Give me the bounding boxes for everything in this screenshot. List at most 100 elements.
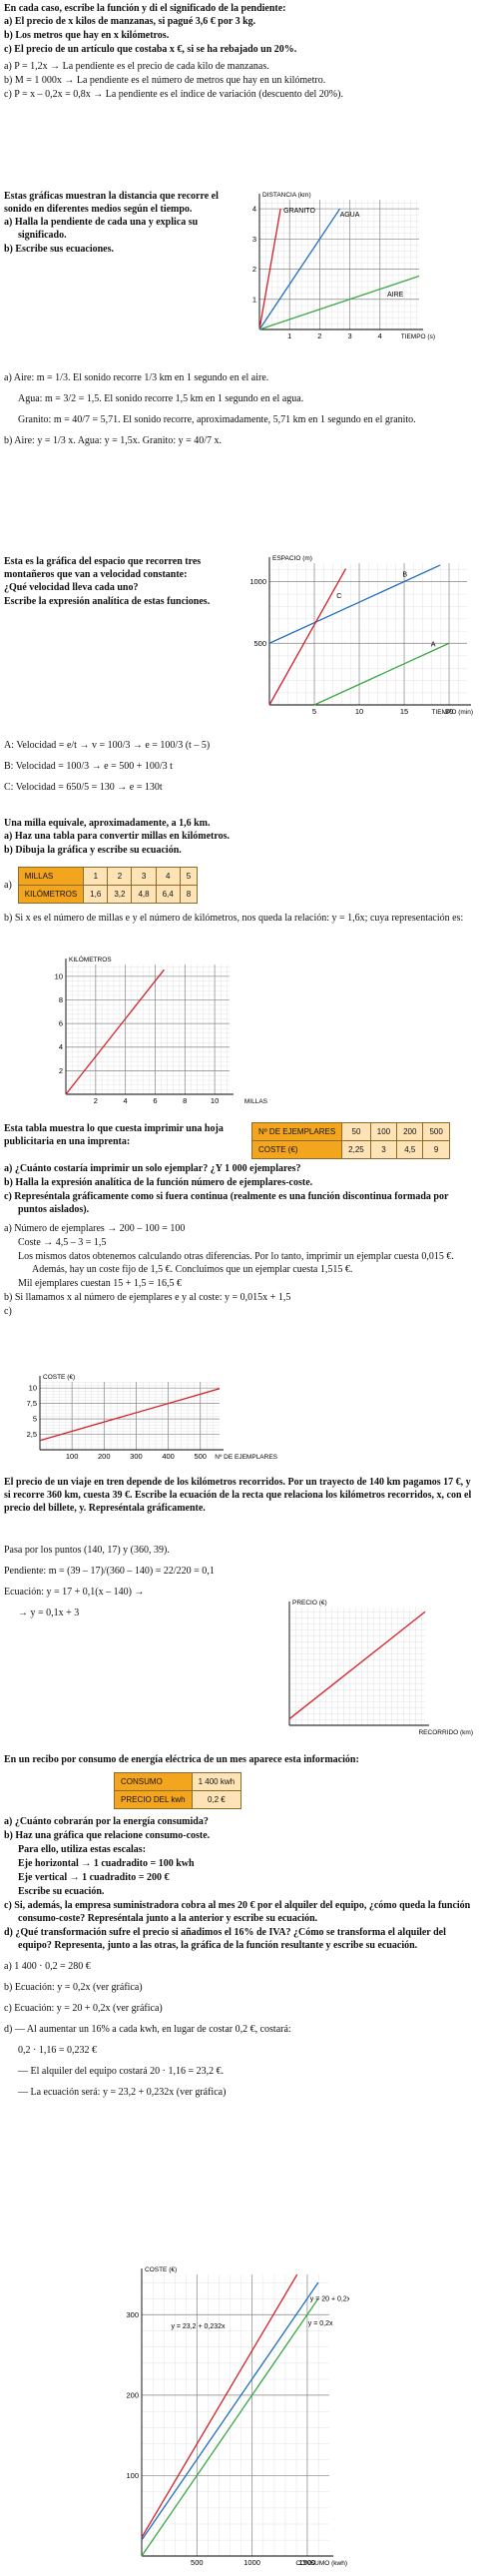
x-tick-label: 500: [191, 2558, 204, 2567]
data-line: [141, 2297, 319, 2557]
data-line: [258, 208, 281, 330]
x-tick-label: 2: [94, 1096, 98, 1105]
chart: 1 2 3 4 1 2 3 4 DISTANCIA (km) TIEMPO (s) GRANITO A…: [252, 192, 435, 340]
y-tick-label: 100: [126, 2471, 139, 2480]
data-line: [141, 2273, 298, 2538]
chart: 100 200 300 400 500 2,5 5 7,5 10 COSTE (€) Nº DE E…: [27, 1374, 278, 1461]
text-line: b) Ecuación: y = 0,2x (ver gráfica): [4, 1982, 143, 1993]
row-header: PRECIO DEL kwh: [114, 1790, 193, 1809]
x-tick-label: 8: [183, 1096, 187, 1105]
text-line: a) ¿Cuánto cobrarán por la energía consu…: [4, 1816, 209, 1827]
y-tick-label: 5: [33, 1415, 37, 1424]
plot-area: [142, 2274, 329, 2556]
row-header: CONSUMO: [114, 1772, 193, 1791]
data-line: [268, 564, 441, 644]
x-tick-label: 300: [130, 1452, 143, 1461]
y-tick-label: 200: [126, 2390, 139, 2399]
x-tick-label: 1: [287, 331, 291, 340]
plot-area: [40, 1382, 220, 1450]
table: Nº DE EJEMPLARES 50 100 200 500 COSTE (€) 2,25…: [250, 1122, 450, 1159]
y-tick-label: 8: [59, 995, 63, 1004]
plot-area: [66, 965, 230, 1094]
data-line: [288, 1610, 426, 1720]
items: ¿Qué velocidad lleva cada uno? Escribe la…: [4, 581, 235, 608]
text-line: C: Velocidad = 650/5 = 130 → e = 130t: [4, 782, 163, 793]
x-axis-label: TIEMPO (s): [401, 333, 435, 340]
text-line: b) Si llamamos x al número de ejemplares…: [4, 1292, 291, 1303]
x-tick-label: 2: [317, 331, 321, 340]
chart: PRECIO (€) RECORRIDO (km): [288, 1600, 473, 1736]
answers: a) Número de ejemplares → 200 – 100 = 10…: [4, 1222, 475, 1318]
y-tick-label: 2,5: [27, 1430, 37, 1439]
table-box: Nº DE EJEMPLARES 50 100 200 500 COSTE (€) 2,25…: [250, 1122, 450, 1159]
data-line: [268, 568, 347, 706]
table-cell: 6,4: [155, 885, 181, 904]
text-line: Los mismos datos obtenemos calculando ot…: [18, 1251, 454, 1275]
text-line: a) Aire: m = 1/3. El sonido recorre 1/3 …: [4, 372, 269, 383]
y-axis-label: DISTANCIA (km): [262, 192, 311, 199]
y-tick-label: 10: [55, 971, 63, 980]
plot-area: [259, 200, 419, 329]
y-axis-label: KILÓMETROS: [69, 955, 112, 964]
chart-box: 1 2 3 4 1 2 3 4 DISTANCIA (km) TIEMPO (s) GRANITO A…: [238, 186, 437, 349]
table-cell: 8: [179, 885, 199, 904]
table-cell: 500: [422, 1122, 450, 1141]
text-line: Eje horizontal → 1 cuadradito = 100 kwh: [18, 1858, 195, 1869]
plot-area: [289, 1608, 425, 1725]
answers: a) P = 1,2x → La pendiente es el precio …: [4, 60, 475, 101]
table-row: PRECIO DEL kwh 0,2 €: [114, 1790, 242, 1809]
y-tick-label: 3: [252, 235, 256, 244]
x-tick-label: 20: [445, 707, 453, 716]
text-line: a) Número de ejemplares → 200 – 100 = 10…: [4, 1223, 186, 1234]
answers: a) 1 400 · 0,2 = 280 € b) Ecuación: y = 0…: [4, 1960, 475, 2099]
data-line: [258, 208, 341, 330]
series-label: AIRE: [387, 292, 404, 299]
statement: Esta es la gráfica del espacio que recor…: [4, 556, 202, 580]
y-tick-label: 10: [29, 1384, 37, 1393]
x-axis-label: RECORRIDO (km): [418, 1729, 473, 1736]
text-line: b) Dibuja la gráfica y escribe su ecuaci…: [4, 845, 182, 856]
x-tick-label: 200: [98, 1452, 111, 1461]
answers: a) Aire: m = 1/3. El sonido recorre 1/3 …: [4, 371, 475, 455]
row-header: COSTE (€): [250, 1140, 343, 1159]
exercise-7: En un recibo por consumo de energía eléc…: [4, 1753, 475, 2107]
y-axis-label: COSTE (€): [145, 2266, 177, 2273]
text-line: 0,2 · 1,16 = 0,232 €: [18, 2045, 97, 2056]
y-tick-label: 1: [252, 295, 256, 304]
chart-box: 2 4 6 8 10 2 4 6 8 10 KILÓMETROS MILLAS: [40, 951, 269, 1114]
text-line: a) El precio de x kilos de manzanas, si …: [4, 16, 256, 27]
text-line: B: Velocidad = 100/3 → e = 500 + 100/3 t: [4, 761, 173, 772]
text-line: a) Haz una tabla para convertir millas e…: [4, 831, 231, 842]
chart-box: PRECIO (€) RECORRIDO (km): [279, 1594, 475, 1745]
text-line: b) Escribe sus ecuaciones.: [4, 244, 114, 255]
x-tick-label: 4: [378, 331, 382, 340]
text-line: b) Haz una gráfica que relacione consumo…: [4, 1830, 211, 1841]
table-cell: 100: [369, 1122, 398, 1141]
series-label: AGUA: [340, 212, 360, 219]
chart-box: 500 1000 1500 100 200 300 COSTE (€) CONSUMO (kw…: [110, 2262, 350, 2576]
items: a) El precio de x kilos de manzanas, si …: [4, 15, 475, 56]
x-tick-label: 4: [124, 1096, 128, 1105]
text-line: b) Halla la expresión analítica de la fu…: [4, 1177, 313, 1188]
table-cell: 4: [155, 867, 181, 886]
text-line: a) ¿Cuánto costaría imprimir un solo eje…: [4, 1163, 301, 1174]
text-line: b) Aire: y = 1/3 x. Agua: y = 1,5x. Gran…: [4, 435, 223, 446]
y-tick-label: 1000: [249, 577, 266, 586]
table-cell: 2: [107, 867, 133, 886]
table-cell: 2,25: [341, 1140, 371, 1159]
answers: A: Velocidad = e/t → v = 100/3 → e = 100…: [4, 739, 475, 802]
y-tick-label: 7,5: [27, 1399, 37, 1408]
series-label: y = 20 + 0,2x: [310, 2296, 349, 2303]
text-line: Escribe su ecuación.: [18, 1886, 105, 1897]
x-axis-label: TIEMPO (min): [431, 709, 473, 716]
x-tick-label: 6: [153, 1096, 157, 1105]
statement: El precio de un viaje en tren depende de…: [4, 1477, 472, 1514]
text-line: Pasa por los puntos (140, 17) y (360, 39…: [4, 1545, 170, 1556]
x-tick-label: 10: [211, 1096, 219, 1105]
table-row: CONSUMO 1 400 kwh: [114, 1772, 242, 1791]
table-cell: 50: [341, 1122, 371, 1141]
answer: b) Si x es el número de millas e y el nú…: [4, 913, 464, 924]
x-tick-label: 5: [312, 707, 316, 716]
label: a): [4, 880, 12, 891]
